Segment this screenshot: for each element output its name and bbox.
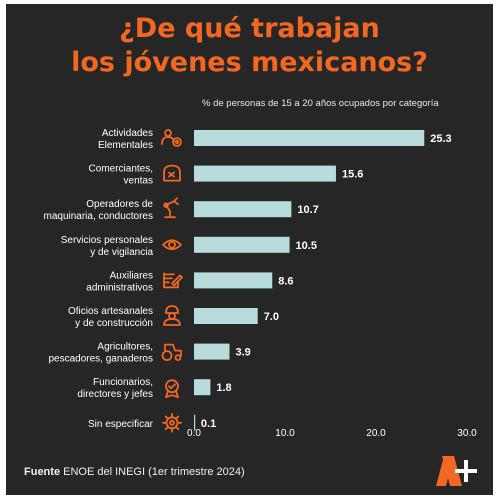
- data-label-8: 1.8: [216, 382, 231, 394]
- category-label-4: Servicios personales y de vigilancia: [61, 235, 154, 258]
- bar-3: [194, 201, 292, 218]
- chart-subtitle: % de personas de 15 a 20 años ocupados p…: [202, 98, 439, 109]
- sales-icon: [163, 164, 181, 182]
- gear-icon: [162, 412, 182, 433]
- bar-8: [194, 379, 211, 396]
- category-label-line: pescadores, ganaderos: [48, 354, 153, 365]
- data-label-7: 3.9: [235, 347, 250, 359]
- bar-1: [194, 130, 425, 146]
- category-label-2: Comerciantes, ventas: [89, 164, 153, 187]
- robot-arm-icon: [163, 197, 179, 219]
- infographic-card: ¿De qué trabajan los jóvenes mexicanos? …: [6, 4, 493, 495]
- source-text: ENOE del INEGI (1er trimestre 2024): [63, 466, 245, 478]
- bar-6: [194, 308, 258, 324]
- source-label: Fuente: [24, 466, 61, 478]
- x-tick-label-1: 0.0: [187, 428, 201, 439]
- chart-title: ¿De qué trabajan los jóvenes mexicanos?: [6, 12, 493, 80]
- brand-logo: [436, 456, 477, 486]
- category-label-5: Auxiliares administrativos: [86, 270, 153, 293]
- source-note: Fuente ENOE del INEGI (1er trimestre 202…: [24, 466, 245, 478]
- bar-9: [194, 414, 196, 431]
- bar-5: [194, 272, 273, 289]
- category-label-1: Actividades Elementales: [98, 128, 153, 151]
- category-label-line: maquinaria, conductores: [43, 211, 153, 222]
- bar-4: [194, 236, 290, 253]
- category-label-3: Operadores de maquinaria, conductores: [43, 199, 153, 222]
- category-label-line: Oficios artesanales: [68, 306, 153, 317]
- title-line-2: los jóvenes mexicanos?: [71, 47, 428, 78]
- category-label-line: Sin especificar: [88, 419, 154, 430]
- category-label-6: Oficios artesanales y de construcción: [68, 306, 153, 329]
- title-line-1: ¿De qué trabajan: [119, 13, 380, 44]
- data-label-9: 0.1: [201, 418, 216, 430]
- edit-icon: [163, 272, 183, 289]
- medal-icon: [165, 379, 179, 399]
- category-label-line: Funcionarios,: [93, 377, 153, 388]
- data-label-3: 10.7: [297, 204, 318, 216]
- category-label-line: Actividades: [102, 128, 153, 139]
- x-tick-label-3: 20.0: [366, 428, 386, 439]
- data-label-5: 8.6: [278, 275, 293, 287]
- people-gear-icon: [161, 129, 182, 147]
- category-label-line: Servicios personales: [61, 235, 153, 246]
- category-label-8: Funcionarios, directores y jefes: [77, 377, 153, 400]
- category-label-9: Sin especificar: [88, 419, 154, 430]
- bar-chart: 25.3 Actividades Elementales 15.6 Comerciant…: [43, 128, 477, 439]
- category-label-line: directores y jefes: [77, 389, 153, 400]
- category-label-line: Elementales: [98, 140, 153, 151]
- category-label-line: Auxiliares: [110, 270, 153, 281]
- data-label-6: 7.0: [264, 311, 279, 323]
- data-label-4: 10.5: [296, 240, 317, 252]
- category-label-line: y de construcción: [75, 318, 153, 329]
- data-label-2: 15.6: [342, 169, 363, 181]
- category-label-line: administrativos: [86, 282, 153, 293]
- tractor-icon: [161, 343, 182, 362]
- category-label-7: Agricultores, pescadores, ganaderos: [48, 342, 153, 365]
- category-label-line: Operadores de: [86, 199, 153, 210]
- x-tick-label-2: 10.0: [275, 428, 295, 439]
- bar-2: [194, 165, 336, 182]
- category-label-line: y de vigilancia: [90, 247, 153, 258]
- worker-icon: [163, 305, 181, 326]
- data-label-1: 25.3: [430, 133, 451, 145]
- category-label-line: ventas: [124, 176, 153, 187]
- category-label-line: Comerciantes,: [89, 164, 153, 175]
- bar-7: [194, 343, 230, 360]
- x-tick-label-4: 30.0: [457, 428, 477, 439]
- eye-icon: [162, 239, 182, 251]
- category-label-line: Agricultores,: [97, 342, 153, 353]
